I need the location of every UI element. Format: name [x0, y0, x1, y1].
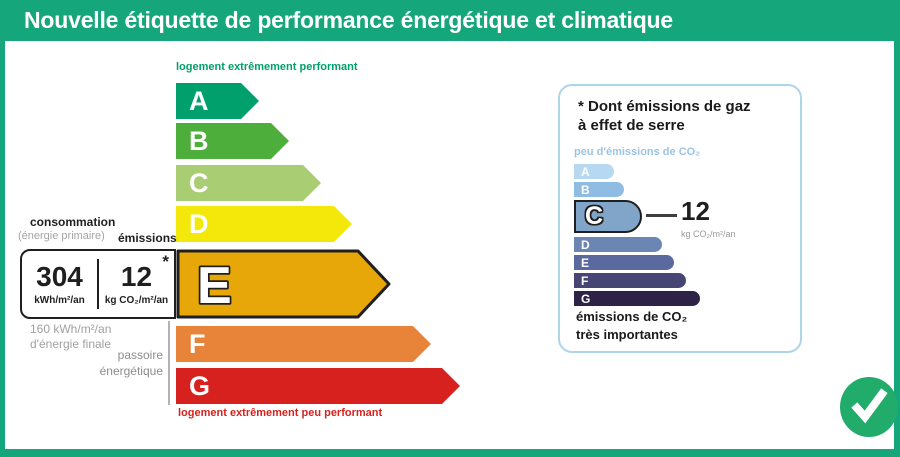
page-title: Nouvelle étiquette de performance énergé…: [24, 7, 673, 33]
climate-class-a-bar: A: [574, 164, 614, 179]
header-bar: Nouvelle étiquette de performance énergé…: [0, 0, 900, 41]
climate-class-f-letter: F: [581, 273, 589, 288]
consumption-value: 304: [36, 260, 83, 292]
climate-class-b-letter: B: [581, 182, 590, 197]
consumption-unit: kWh/m²/an: [34, 294, 85, 306]
checkmark-icon: [851, 388, 888, 424]
energy-class-g-arrow: G: [176, 368, 460, 404]
energy-class-b-arrow: B: [176, 123, 289, 159]
check-badge: [840, 377, 898, 437]
climate-class-f-bar: F: [574, 273, 686, 288]
final-energy-line1: 160 kWh/m²/an: [30, 322, 112, 336]
climate-high-line2: très importantes: [576, 327, 678, 342]
emissions-unit: kg CO₂/m²/an: [104, 294, 169, 306]
final-energy-note: 160 kWh/m²/an d'énergie finale: [30, 322, 111, 352]
values-divider: [97, 259, 99, 309]
climate-value: 12: [681, 196, 710, 226]
consumption-sublabel: (énergie primaire): [18, 230, 105, 242]
consumption-label: consommation: [30, 215, 116, 229]
emissions-label: émissions: [118, 231, 177, 245]
climate-class-g-letter: G: [581, 291, 591, 306]
climate-class-c-letter: C: [585, 202, 604, 230]
climate-high-label: émissions de CO₂ très importantes: [576, 308, 687, 344]
emissions-star: *: [162, 252, 169, 271]
climate-value-connector: [646, 214, 677, 217]
climate-class-a-letter: A: [581, 164, 590, 179]
climate-title-line2: à effet de serre: [578, 117, 685, 134]
energy-current-class-arrow-shape: [176, 249, 391, 319]
climate-panel-title: * Dont émissions de gaz à effet de serre: [578, 97, 751, 135]
climate-class-c-bar: C: [574, 200, 642, 233]
energy-class-g-letter: G: [189, 370, 211, 401]
energy-current-class-arrow: E: [176, 249, 391, 319]
values-box: 304 kWh/m²/an * 12 kg CO₂/m²/an: [20, 249, 176, 319]
energy-class-f-letter: F: [189, 328, 206, 359]
climate-high-line1: émissions de CO₂: [576, 309, 688, 324]
climate-class-g-bar: G: [574, 291, 700, 306]
energy-class-d-letter: D: [189, 208, 209, 239]
energy-sieve-label: passoire énergétique: [45, 347, 163, 379]
energy-class-a-letter: A: [189, 85, 209, 116]
consumption-cell: 304 kWh/m²/an: [22, 251, 97, 317]
climate-class-e-letter: E: [581, 255, 590, 270]
energy-class-c-arrow: C: [176, 165, 321, 201]
climate-panel: * Dont émissions de gaz à effet de serre…: [558, 84, 802, 353]
final-energy-line2: d'énergie finale: [30, 337, 112, 351]
climate-class-d-bar: D: [574, 237, 662, 252]
climate-class-b-bar: B: [574, 182, 624, 197]
energy-sieve-line1: passoire: [117, 348, 163, 362]
energy-class-b-letter: B: [189, 125, 209, 156]
energy-class-d-arrow: D: [176, 206, 352, 242]
climate-value-unit: kg CO₂/m²/an: [681, 229, 736, 239]
climate-low-label: peu d'émissions de CO₂: [574, 146, 701, 158]
energy-sieve-line2: énergétique: [99, 364, 163, 378]
energy-bottom-label: logement extrêmement peu performant: [178, 407, 383, 419]
emissions-cell: * 12 kg CO₂/m²/an: [99, 251, 174, 317]
energy-class-f-arrow: F: [176, 326, 431, 362]
climate-title-line1: * Dont émissions de gaz: [578, 98, 751, 115]
energy-current-class-letter: E: [197, 257, 232, 315]
energy-sieve-divider: [168, 321, 170, 405]
energy-class-a-arrow: A: [176, 83, 259, 119]
climate-class-e-bar: E: [574, 255, 674, 270]
energy-top-label: logement extrêmement performant: [176, 61, 358, 73]
energy-class-c-letter: C: [189, 167, 209, 198]
climate-class-d-letter: D: [581, 237, 590, 252]
emissions-value: 12: [120, 260, 153, 292]
